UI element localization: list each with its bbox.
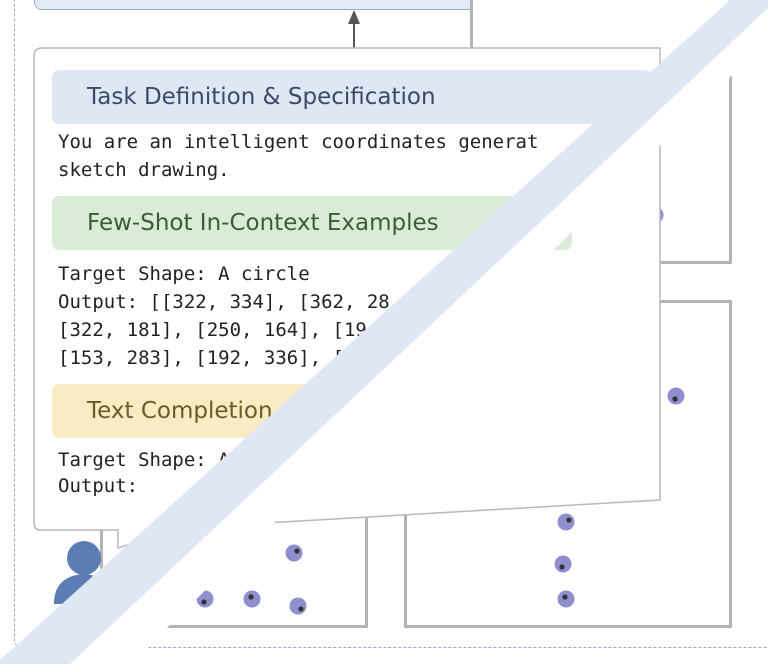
sketch-point-marker xyxy=(672,396,678,402)
sketch-point-marker xyxy=(600,437,606,443)
task-definition-header: Task Definition & Specification xyxy=(52,70,652,124)
sketch-point-marker xyxy=(640,486,646,492)
sketch-point-marker xyxy=(289,499,295,505)
sketch-point-marker xyxy=(651,210,657,216)
user-icon xyxy=(54,541,112,604)
sketch-point xyxy=(284,453,302,471)
sketch-point xyxy=(196,590,214,608)
sketch-point xyxy=(513,440,531,458)
completion-line-2: Output: xyxy=(58,475,139,497)
completion-line-1: Target Shape: A xyxy=(58,449,230,471)
sketch-point-marker xyxy=(298,606,304,612)
sketch-point-marker xyxy=(201,599,207,605)
text-completion-header: Text Completion xyxy=(52,384,352,438)
sketch-point-marker xyxy=(562,480,568,486)
sketch-point-marker xyxy=(233,547,239,553)
sketch-point xyxy=(635,477,653,495)
few-shot-line-1: Target Shape: A circle xyxy=(58,263,310,285)
sketch-point-marker xyxy=(566,517,572,523)
sketch-point-marker xyxy=(248,594,254,600)
sketch-point xyxy=(289,597,307,615)
sketch-point-marker xyxy=(613,172,619,178)
sketch-point-marker xyxy=(522,444,528,450)
sketch-point xyxy=(474,471,492,489)
sketch-point-marker xyxy=(564,442,570,448)
sketch-point-marker xyxy=(484,356,490,362)
sketch-point-marker xyxy=(563,365,569,371)
sketch-point xyxy=(559,433,577,451)
few-shot-header: Few-Shot In-Context Examples xyxy=(52,196,572,250)
sketch-point-marker xyxy=(521,392,527,398)
few-shot-line-3: [322, 181], [250, 164], [19 xyxy=(58,319,367,341)
sketch-point xyxy=(475,352,493,370)
sketch-point xyxy=(554,555,572,573)
sketch-point xyxy=(557,513,575,531)
sketch-point-marker xyxy=(562,594,568,600)
sketch-point xyxy=(228,538,246,556)
few-shot-line-4: [153, 283], [192, 336], [ xyxy=(58,347,344,369)
sketch-point xyxy=(604,163,622,181)
sketch-point xyxy=(558,356,576,374)
sketch-point xyxy=(442,394,460,412)
sketch-point-marker xyxy=(451,403,457,409)
sketch-point-marker xyxy=(596,325,602,331)
sketch-point-marker xyxy=(294,548,300,554)
task-text-line-2: sketch drawing. xyxy=(58,159,230,181)
few-shot-line-2: Output: [[322, 334], [362, 28 xyxy=(58,291,390,313)
sketch-point xyxy=(285,544,303,562)
sketch-point-marker xyxy=(483,480,489,486)
sketch-point xyxy=(667,387,685,405)
sketch-point-marker xyxy=(293,462,299,468)
task-text-line-1: You are an intelligent coordinates gener… xyxy=(58,131,539,153)
sketch-point-marker xyxy=(559,564,565,570)
sketch-point xyxy=(591,316,609,334)
sketch-point-marker xyxy=(638,352,644,358)
